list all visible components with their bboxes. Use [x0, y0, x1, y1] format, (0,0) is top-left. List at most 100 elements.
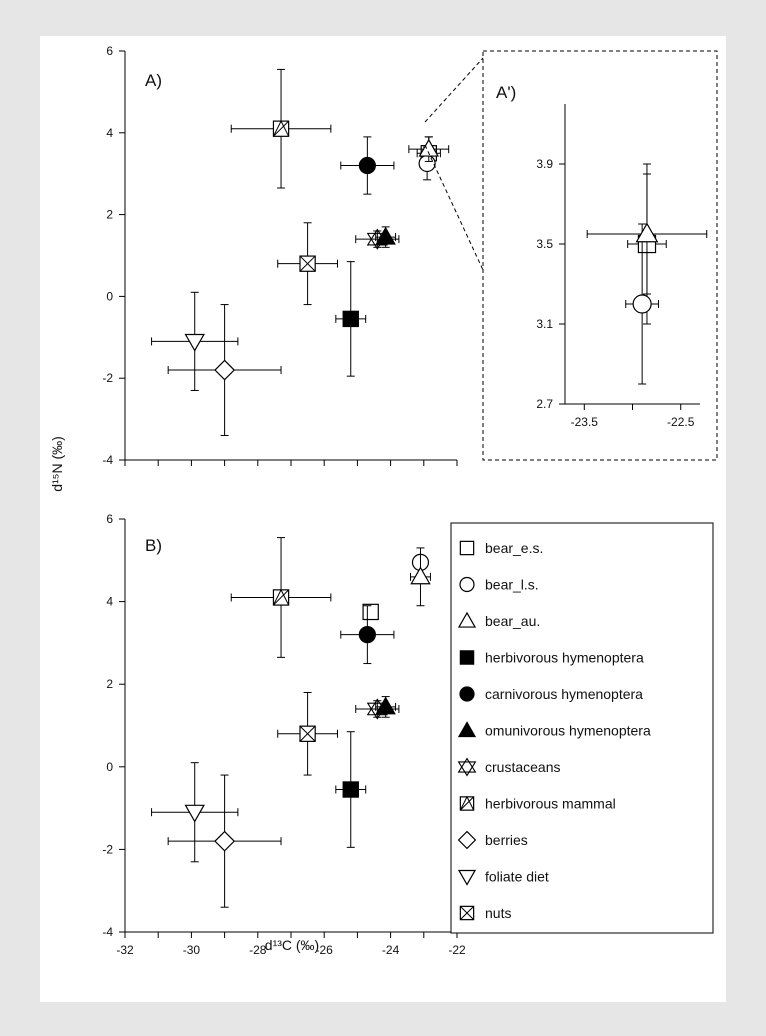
x-tick-label: -26: [316, 943, 334, 957]
y-tick-label: 2: [106, 208, 113, 222]
data-point-carnivorous-hymenoptera: [340, 605, 395, 665]
marker-shape: [358, 156, 376, 175]
y-tick-label: 6: [106, 512, 113, 526]
legend-marker-bear-l-s: [459, 576, 475, 593]
data-point-berries: [167, 774, 282, 908]
legend-item-crustaceans: crustaceans: [457, 757, 560, 777]
y-tick-label: 3.1: [536, 317, 553, 331]
y-tick-label: 2: [106, 677, 113, 691]
marker-carnivorous-hymenoptera: [358, 156, 376, 175]
marker-shape: [459, 650, 475, 665]
marker-bear-l-s: [632, 294, 652, 314]
marker-berries: [214, 359, 236, 381]
y-tick-label: 2.7: [536, 397, 553, 411]
legend-label: bear_l.s.: [485, 577, 539, 593]
y-tick-label: 4: [106, 595, 113, 609]
legend-item-herbivorous-mammal: herbivorous mammal: [459, 795, 616, 812]
legend-item-berries: berries: [457, 830, 528, 850]
y-tick-label: -2: [102, 371, 113, 385]
legend-item-foliate-diet: foliate diet: [457, 869, 549, 886]
legend-marker-foliate-diet: [457, 869, 477, 886]
marker-foliate-diet: [184, 804, 205, 823]
marker-shape: [375, 226, 396, 245]
marker-herbivorous-hymenoptera: [342, 310, 359, 328]
marker-bear-au: [635, 222, 659, 243]
marker-inner-triangle: [272, 588, 290, 606]
marker-shape: [459, 576, 475, 593]
marker-shape: [375, 696, 396, 715]
marker-diagonal: [299, 255, 316, 272]
marker-bear-au: [418, 138, 440, 157]
legend-label: bear_e.s.: [485, 540, 543, 556]
data-point-omunivorous-hymenoptera: [375, 226, 397, 248]
data-point-herbivorous-mammal: [230, 68, 332, 189]
figure-svg: 6 4 2 0 -2 -4 A) 3.9 3.5 3.1 2.7 -23.5 -22.5 A') 6 4 2…: [49, 44, 718, 957]
data-point-berries: [167, 304, 282, 436]
legend-marker-omunivorous-hymenoptera: [457, 721, 477, 738]
marker-shape: [457, 611, 477, 628]
marker-shape: [214, 359, 236, 381]
marker-herbivorous-mammal: [272, 588, 290, 606]
y-tick-label: 3.9: [536, 157, 553, 171]
legend-item-bear-e-s: bear_e.s.: [459, 540, 543, 556]
panel-label: A): [145, 71, 162, 90]
data-point-bear-au: [586, 173, 708, 295]
marker-diagonal: [299, 725, 316, 742]
y-tick-label: 4: [106, 126, 113, 140]
legend-label: omunivorous hymenoptera: [485, 723, 651, 739]
legend-label: nuts: [485, 905, 511, 921]
y-axis-title: d¹⁵N (‰): [49, 436, 65, 492]
x-tick-label: -30: [183, 943, 201, 957]
marker-foliate-diet: [184, 333, 205, 352]
y-tick-label: 3.5: [536, 237, 553, 251]
marker-diagonal: [273, 589, 289, 606]
legend-label: herbivorous hymenoptera: [485, 650, 644, 666]
marker-bear-au: [410, 566, 431, 585]
marker-shape: [184, 804, 205, 823]
data-point-bear-l-s: [625, 223, 660, 385]
legend-item-herbivorous-hymenoptera: herbivorous hymenoptera: [459, 650, 644, 666]
y-tick-label: 0: [106, 760, 113, 774]
data-point-herbivorous-hymenoptera: [335, 261, 367, 377]
data-point-foliate-diet: [151, 291, 239, 391]
legend-marker-bear-au: [457, 611, 477, 628]
data-point-bear-l-s: [418, 146, 436, 181]
marker-shape: [362, 603, 379, 621]
marker-shape: [457, 761, 477, 777]
marker-shape: [184, 333, 205, 352]
marker-shape: [418, 138, 440, 157]
data-point-omunivorous-hymenoptera: [375, 696, 397, 718]
marker-shape: [214, 830, 236, 852]
data-point-bear-e-s: [362, 603, 379, 621]
y-tick-label: 0: [106, 289, 113, 303]
inset-frame: [482, 50, 718, 461]
marker-shape: [457, 830, 477, 850]
figure-panel: 6 4 2 0 -2 -4 A) 3.9 3.5 3.1 2.7 -23.5 -22.5 A') 6 4 2…: [40, 36, 726, 1002]
marker-inner-triangle: [272, 119, 290, 137]
inset-connector: [424, 144, 484, 271]
marker-herbivorous-mammal: [272, 119, 290, 137]
x-tick-label: -22: [448, 943, 466, 957]
y-tick-label: 6: [106, 44, 113, 58]
marker-shape: [457, 721, 477, 738]
marker-omunivorous-hymenoptera: [375, 226, 396, 245]
legend-label: foliate diet: [485, 869, 549, 885]
x-tick-label: -32: [116, 943, 134, 957]
marker-bear-l-s: [418, 154, 436, 173]
marker-shape: [635, 222, 659, 243]
legend-item-bear-au: bear_au.: [457, 611, 540, 629]
marker-bear-e-s: [362, 603, 379, 621]
marker-shape: [459, 686, 475, 702]
marker-shape: [459, 540, 475, 556]
inset-connector: [424, 57, 484, 123]
marker-diagonal: [273, 120, 289, 137]
marker-shape: [457, 869, 477, 886]
marker-shape: [632, 294, 652, 314]
legend-label: herbivorous mammal: [485, 796, 616, 812]
data-point-foliate-diet: [151, 762, 239, 863]
marker-omunivorous-hymenoptera: [375, 696, 396, 715]
y-tick-label: -4: [102, 453, 113, 467]
panel-label: A'): [496, 83, 516, 102]
marker-herbivorous-hymenoptera: [342, 781, 359, 798]
marker-inner-triangle: [459, 795, 475, 811]
